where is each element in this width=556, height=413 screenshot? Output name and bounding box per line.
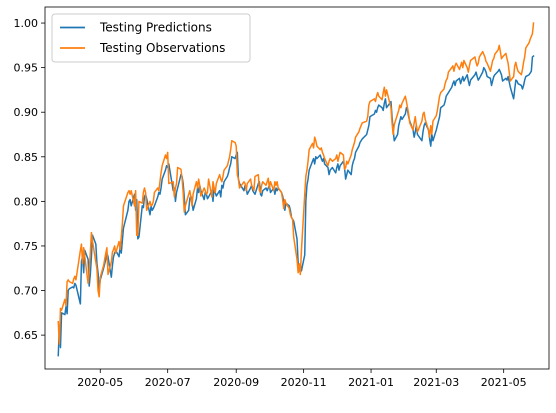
y-tick-label: 0.75	[14, 240, 39, 253]
legend-label-testing-predictions: Testing Predictions	[99, 21, 212, 35]
plot-frame	[44, 6, 550, 370]
x-tick-label: 2020-09	[213, 376, 259, 389]
x-tick-label: 2020-07	[145, 376, 191, 389]
legend: Testing Predictions Testing Observations	[51, 13, 251, 63]
x-tick-label: 2021-05	[481, 376, 527, 389]
legend-box	[51, 13, 251, 63]
x-tick-label: 2021-03	[413, 376, 459, 389]
legend-label-testing-observations: Testing Observations	[99, 41, 225, 55]
y-tick-label: 0.80	[14, 195, 39, 208]
x-tick-label: 2021-01	[348, 376, 394, 389]
y-tick-label: 0.85	[14, 151, 39, 164]
x-tick-label: 2020-11	[281, 376, 327, 389]
y-tick-label: 0.90	[14, 106, 39, 119]
y-tick-label: 0.70	[14, 285, 39, 298]
x-tick-label: 2020-05	[77, 376, 123, 389]
axes-layer: 2020-05 2020-07 2020-09 2020-11 2021-01 2021-…	[14, 17, 527, 389]
y-tick-label: 0.65	[14, 329, 39, 342]
series-layer	[57, 22, 535, 357]
y-tick-label: 0.95	[14, 62, 39, 75]
series-line-testing-observations	[57, 22, 535, 345]
y-tick-label: 1.00	[14, 17, 39, 30]
